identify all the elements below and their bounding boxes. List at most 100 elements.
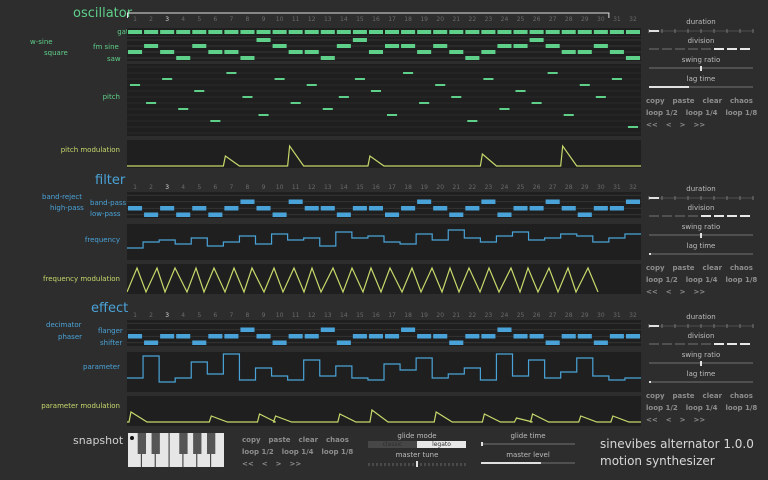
swing-ratio-slider[interactable] xyxy=(646,64,756,72)
gate-step[interactable] xyxy=(320,30,335,34)
loop-button[interactable]: loop 1/8 xyxy=(725,276,758,284)
gate-step[interactable] xyxy=(513,30,528,34)
effect-type-step[interactable] xyxy=(545,340,560,346)
pitch-step[interactable] xyxy=(306,84,317,86)
snapshot-chaos-button[interactable]: chaos xyxy=(326,436,349,444)
effect-type-step[interactable] xyxy=(433,334,448,339)
effect-type-step[interactable] xyxy=(513,334,528,339)
pitch-step[interactable] xyxy=(194,90,205,92)
wave-step[interactable] xyxy=(449,50,464,54)
gate-step[interactable] xyxy=(128,30,143,34)
effect-type-step[interactable] xyxy=(465,334,480,339)
pitch-step[interactable] xyxy=(370,90,381,92)
oscillator-sequencer[interactable]: 1 2 3 4 5 6 7 8 9 10 11 12 13 14 15 16 17 18 19 20 21 22 23 24 2… xyxy=(127,10,641,170)
pitch-step[interactable] xyxy=(627,126,638,128)
effect-type-step[interactable] xyxy=(128,334,143,339)
effect-type-step[interactable] xyxy=(336,340,351,346)
filter-type-step[interactable] xyxy=(625,199,640,205)
nav-button[interactable]: << xyxy=(646,121,658,129)
loop-bracket[interactable] xyxy=(127,12,610,18)
pitch-step[interactable] xyxy=(563,114,574,116)
master-tune-slider[interactable] xyxy=(368,461,466,467)
filter-type-step[interactable] xyxy=(449,212,464,218)
gate-step[interactable] xyxy=(465,30,480,34)
swing-ratio-slider[interactable] xyxy=(646,231,756,239)
lag-time-slider[interactable] xyxy=(646,83,756,91)
filter-type-step[interactable] xyxy=(545,199,560,205)
effect-type-step[interactable] xyxy=(208,334,223,339)
snapshot-clear-button[interactable]: clear xyxy=(298,436,319,444)
filter-sequencer[interactable]: 1 2 3 4 5 6 7 8 9 10 11 12 13 14 15 16 17 18 19 20 21 22 23 24 2… xyxy=(127,178,641,298)
effect-type-step[interactable] xyxy=(288,334,303,339)
gate-step[interactable] xyxy=(433,30,448,34)
gate-step[interactable] xyxy=(609,30,624,34)
snapshot-key[interactable] xyxy=(179,433,188,454)
gate-step[interactable] xyxy=(385,30,400,34)
pitch-step[interactable] xyxy=(579,84,590,86)
gate-step[interactable] xyxy=(176,30,191,34)
effect-type-step[interactable] xyxy=(272,340,287,346)
wave-step[interactable] xyxy=(385,44,400,48)
filter-type-step[interactable] xyxy=(433,206,448,211)
gate-step[interactable] xyxy=(336,30,351,34)
wave-step[interactable] xyxy=(433,44,448,48)
gate-step[interactable] xyxy=(304,30,319,34)
division-selector[interactable] xyxy=(646,45,756,53)
wave-step[interactable] xyxy=(513,44,528,48)
gate-step[interactable] xyxy=(352,30,367,34)
effect-type-step[interactable] xyxy=(497,327,512,333)
copy-button[interactable]: copy xyxy=(646,264,665,272)
effect-type-step[interactable] xyxy=(577,334,592,339)
gate-step[interactable] xyxy=(497,30,512,34)
loop-button[interactable]: loop 1/8 xyxy=(725,404,758,412)
effect-type-step[interactable] xyxy=(192,340,207,346)
wave-step[interactable] xyxy=(240,56,255,60)
glide-time-slider[interactable] xyxy=(481,442,575,446)
snapshot-key[interactable] xyxy=(128,433,141,467)
loop-button[interactable]: loop 1/8 xyxy=(725,109,758,117)
gate-step[interactable] xyxy=(272,30,287,34)
filter-type-step[interactable] xyxy=(320,206,335,211)
pitch-step[interactable] xyxy=(531,102,542,104)
nav-button[interactable]: < xyxy=(665,121,672,129)
snapshot-key[interactable] xyxy=(169,433,183,467)
loop-button[interactable]: loop 1/2 xyxy=(646,404,678,412)
wave-step[interactable] xyxy=(176,56,191,60)
gate-step[interactable] xyxy=(160,30,175,34)
lag-time-slider[interactable] xyxy=(646,378,756,386)
division-selector[interactable] xyxy=(646,340,756,348)
wave-step[interactable] xyxy=(577,50,592,54)
snapshot-nav-button[interactable]: > xyxy=(275,460,282,468)
filter-type-step[interactable] xyxy=(192,206,207,211)
wave-step[interactable] xyxy=(256,38,271,42)
filter-type-step[interactable] xyxy=(529,206,544,211)
loop-button[interactable]: loop 1/4 xyxy=(685,404,718,412)
pitch-step[interactable] xyxy=(467,120,478,122)
filter-type-step[interactable] xyxy=(352,206,367,211)
filter-type-step[interactable] xyxy=(561,206,576,211)
gate-step[interactable] xyxy=(545,30,560,34)
gate-step[interactable] xyxy=(561,30,576,34)
wave-step[interactable] xyxy=(272,44,287,48)
snapshot-keyboard[interactable] xyxy=(128,433,226,467)
loop-button[interactable]: loop 1/2 xyxy=(646,276,678,284)
filter-type-step[interactable] xyxy=(481,199,496,205)
gate-step[interactable] xyxy=(401,30,416,34)
wave-step[interactable] xyxy=(192,44,207,48)
gate-step[interactable] xyxy=(577,30,592,34)
snapshot-key[interactable] xyxy=(137,433,147,454)
wave-step[interactable] xyxy=(128,50,143,54)
wave-step[interactable] xyxy=(529,38,544,42)
filter-type-step[interactable] xyxy=(417,199,432,205)
filter-type-step[interactable] xyxy=(497,212,512,218)
wave-step[interactable] xyxy=(481,50,496,54)
paste-button[interactable]: paste xyxy=(672,264,695,272)
loop-button[interactable]: loop 1/4 xyxy=(685,276,718,284)
glide-mode-classic[interactable]: classic xyxy=(382,441,403,448)
swing-ratio-slider[interactable] xyxy=(646,359,756,367)
gate-step[interactable] xyxy=(144,30,159,34)
chaos-button[interactable]: chaos xyxy=(730,97,753,105)
wave-step[interactable] xyxy=(368,50,383,54)
wave-step[interactable] xyxy=(417,50,432,54)
filter-type-step[interactable] xyxy=(304,206,319,211)
